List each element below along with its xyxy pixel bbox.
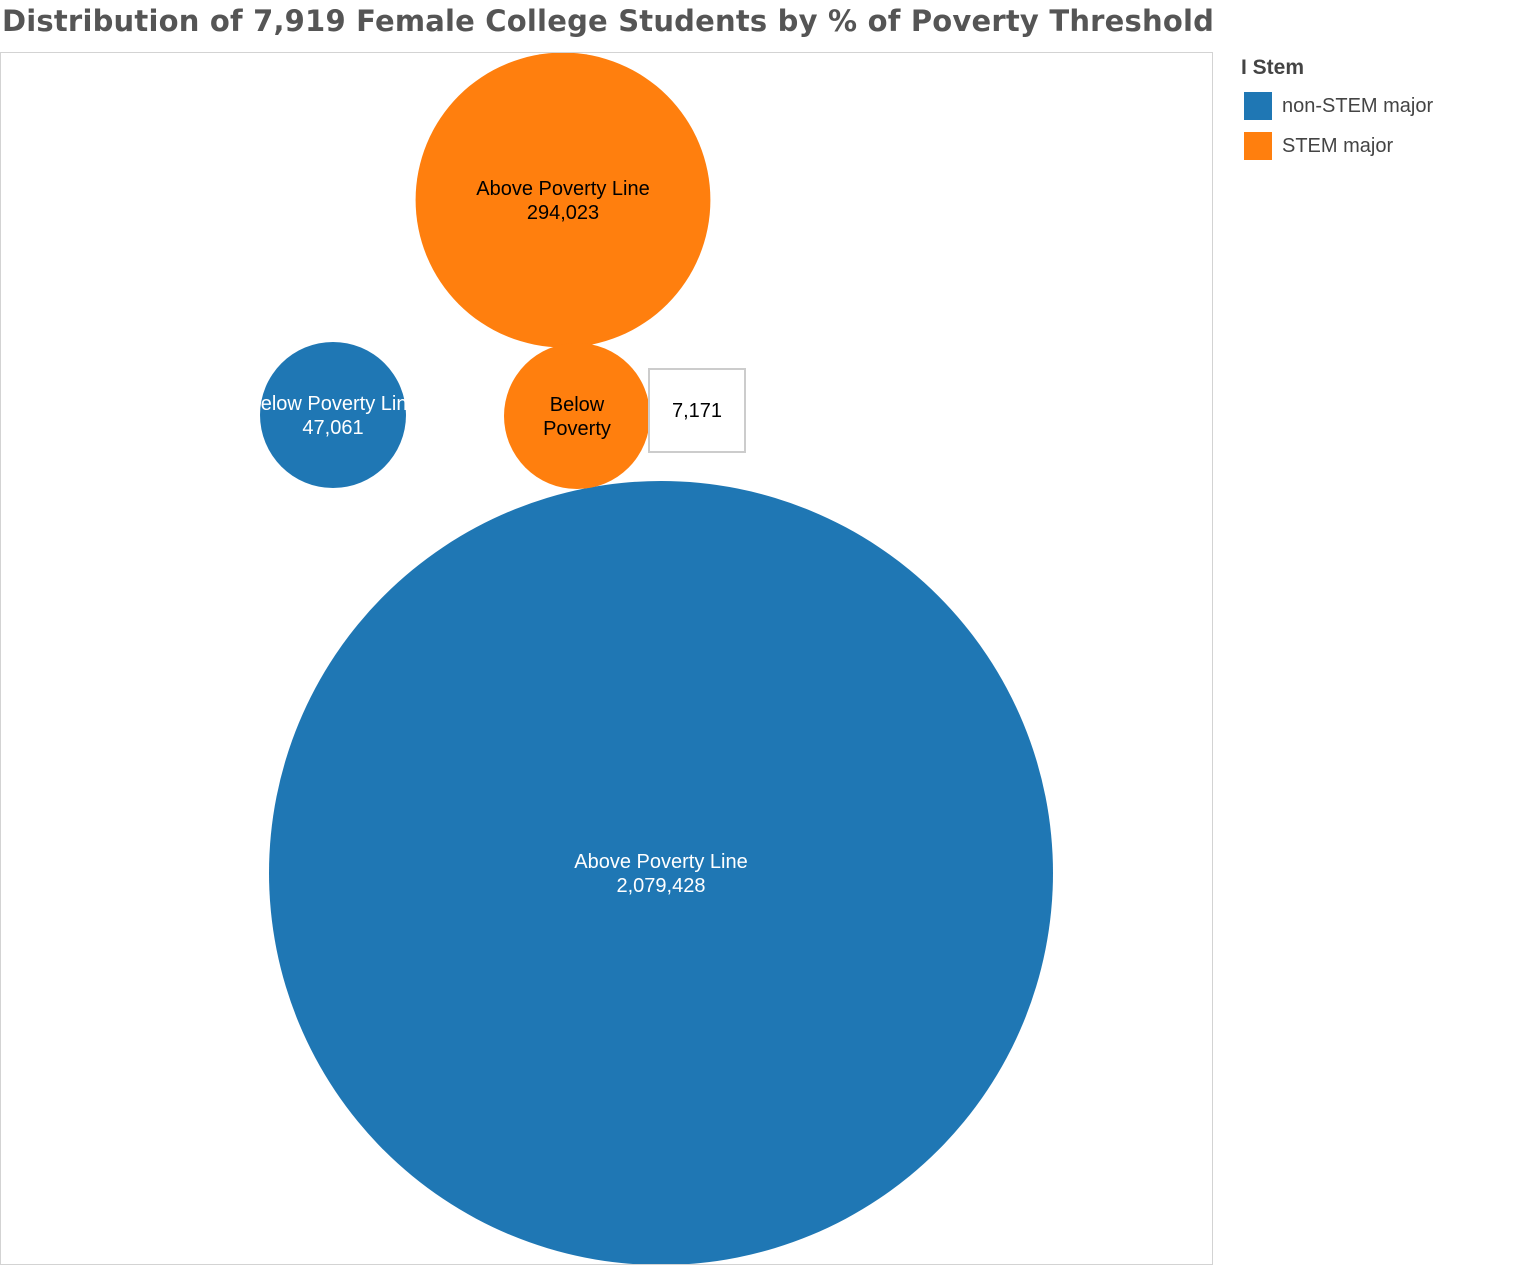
bubble-label-non-stem-major-above-poverty-line-line-1: Above Poverty Line [574, 851, 747, 873]
bubble-circle-stem-major-below-poverty-line[interactable] [504, 343, 650, 489]
bubble-label-stem-major-above-poverty-line-line-1: Above Poverty Line [476, 178, 649, 200]
tooltip-box [648, 368, 746, 453]
bubble-label-non-stem-major-below-poverty-line-line-1: Below Poverty Line [247, 393, 418, 415]
legend: I Stem non-STEM major STEM major [1241, 56, 1433, 166]
legend-swatch-stem [1244, 132, 1272, 160]
legend-swatch-non-stem [1244, 92, 1272, 120]
legend-label-stem: STEM major [1282, 134, 1394, 157]
bubble-circle-non-stem-major-below-poverty-line[interactable] [260, 342, 406, 488]
bubble-label-stem-major-below-poverty-line-line-1: Below [550, 394, 605, 416]
legend-label-non-stem: non-STEM major [1282, 94, 1434, 117]
bubble-label-stem-major-below-poverty-line-line-2: Poverty [543, 418, 611, 440]
legend-item-non-stem[interactable]: non-STEM major [1241, 86, 1433, 126]
chart-title: Distribution of 7,919 Female College Stu… [2, 4, 1215, 38]
bubble-label-non-stem-major-below-poverty-line-line-2: 47,061 [302, 417, 363, 439]
tooltip: 7,171 [648, 368, 746, 453]
bubble-label-non-stem-major-above-poverty-line-line-2: 2,079,428 [617, 875, 706, 897]
bubble-label-stem-major-above-poverty-line-line-2: 294,023 [527, 202, 599, 224]
legend-item-stem[interactable]: STEM major [1241, 126, 1433, 166]
tooltip-value: 7,171 [672, 400, 722, 422]
bubble-circle-stem-major-above-poverty-line[interactable] [415, 53, 711, 348]
legend-title: I Stem [1241, 56, 1305, 79]
bubble-circle-non-stem-major-above-poverty-line[interactable] [269, 481, 1053, 1264]
chart-area: Above Poverty Line 2,079,428 Below Poverty… [0, 52, 1213, 1265]
